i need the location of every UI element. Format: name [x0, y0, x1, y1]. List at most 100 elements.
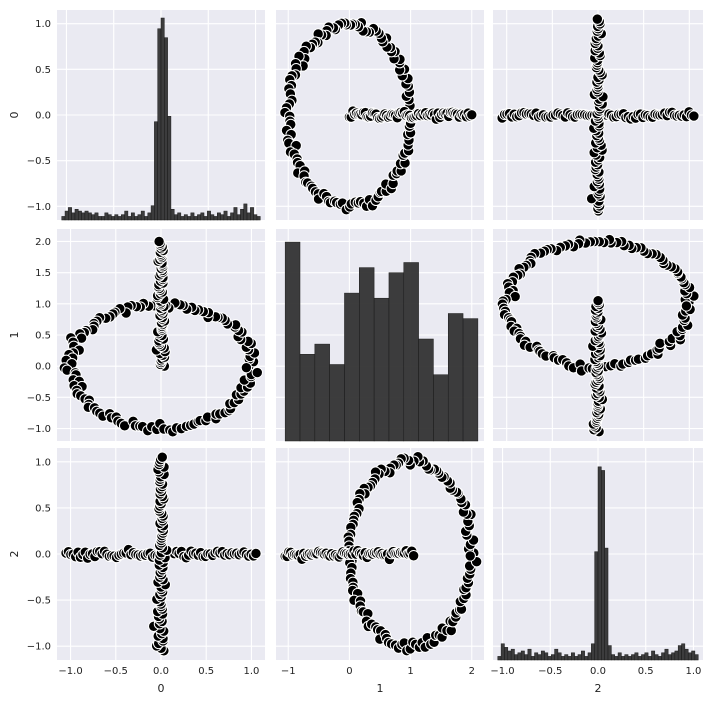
histogram-bar	[520, 650, 525, 661]
histogram-bar	[677, 645, 682, 661]
histogram-bar	[567, 656, 572, 661]
x-tick-label: −1	[281, 666, 296, 677]
histogram-bar	[617, 652, 622, 661]
histogram-bar	[154, 121, 158, 221]
y-axis-label: 2	[8, 551, 21, 558]
histogram-bar	[61, 216, 66, 221]
scatter-point	[591, 13, 604, 25]
histogram-bar	[637, 656, 642, 661]
scatter-point	[464, 550, 476, 562]
histogram-bar	[246, 212, 251, 221]
histogram-bar	[627, 656, 632, 661]
histogram-bar	[240, 209, 244, 221]
x-tick-label: 0	[346, 666, 352, 677]
y-tick-label: 0.0	[35, 550, 51, 561]
histogram-bar	[236, 214, 241, 221]
histogram-bar	[597, 466, 602, 661]
histogram-bar	[604, 547, 609, 661]
histogram-bar	[517, 652, 522, 661]
y-tick-label: −0.5	[27, 156, 51, 167]
histogram-bar	[180, 216, 185, 221]
histogram-bar	[97, 216, 102, 221]
histogram-bar	[497, 656, 502, 661]
histogram-bar	[78, 210, 82, 221]
x-tick-label: 1.0	[686, 666, 702, 677]
panel-r2c0: −1.0 −0.5 0.0 0.5 1.0 −1.0 −0.5 0.0 0.5 1.0 2 0	[8, 448, 265, 695]
histogram-bar	[667, 654, 672, 661]
histogram-bar	[220, 214, 225, 221]
histogram-bar	[694, 654, 699, 661]
histogram-bar	[114, 214, 119, 221]
histogram-bar	[193, 216, 198, 221]
histogram-bar	[284, 241, 301, 442]
histogram-bar	[164, 37, 168, 221]
panel-r2c2: −1.0 −0.5 0.0 0.5 1.0 2	[490, 448, 703, 695]
histogram-bar	[564, 654, 569, 661]
histogram-bar	[447, 313, 464, 442]
histogram-bar	[540, 650, 545, 661]
histogram-bar	[84, 210, 89, 221]
scatter-point	[250, 547, 262, 560]
histogram-bar	[200, 212, 205, 221]
histogram-bar	[524, 654, 529, 661]
histogram-bar	[388, 272, 405, 442]
histogram-bar	[621, 656, 625, 661]
x-tick-label: −0.5	[104, 666, 128, 677]
histogram-bar	[462, 318, 479, 442]
histogram-bar	[140, 210, 145, 221]
histogram-bar	[587, 652, 592, 661]
histogram-bar	[433, 374, 449, 442]
histogram-bar	[691, 650, 696, 661]
histogram-bar	[217, 212, 221, 221]
histogram-bar	[674, 650, 679, 661]
scatter-point	[156, 451, 168, 463]
histogram-bar	[574, 656, 579, 661]
histogram-bar	[210, 214, 215, 221]
histogram-bar	[187, 216, 192, 221]
y-tick-label: 0.0	[35, 362, 51, 373]
histogram-bar	[591, 643, 595, 661]
histogram-bar	[71, 212, 76, 221]
histogram-bar	[571, 652, 575, 661]
y-tick-label: 1.5	[35, 268, 51, 279]
histogram-bar	[661, 652, 666, 661]
histogram-bar	[681, 643, 686, 661]
histogram-bar	[651, 650, 656, 661]
histogram-bar	[124, 210, 129, 221]
x-axis-label: 2	[595, 682, 602, 695]
histogram-bar	[507, 650, 512, 661]
x-tick-label: −0.5	[538, 666, 562, 677]
histogram-bar	[671, 652, 676, 661]
histogram-bar	[500, 643, 505, 661]
scatter-point	[466, 109, 478, 121]
histogram-bar	[150, 205, 155, 221]
histogram-bar	[256, 216, 261, 221]
histogram-bar	[177, 212, 182, 221]
x-axis-label: 1	[377, 682, 384, 695]
x-tick-label: 0.0	[590, 666, 606, 677]
y-tick-label: 0.0	[35, 111, 51, 122]
histogram-bar	[634, 652, 639, 661]
histogram-bar	[173, 214, 178, 221]
y-tick-label: −1.0	[27, 202, 51, 213]
histogram-bar	[584, 656, 589, 661]
histogram-bar	[550, 654, 555, 661]
histogram-bar	[647, 656, 652, 661]
scatter-point	[688, 110, 700, 122]
y-tick-label: −0.5	[27, 393, 51, 404]
x-tick-label: −1.0	[58, 666, 82, 677]
histogram-bar	[197, 214, 201, 221]
histogram-bar	[547, 656, 552, 661]
scatter-point	[240, 361, 253, 374]
histogram-bar	[170, 209, 175, 221]
histogram-bar	[624, 654, 629, 661]
histogram-bar	[544, 652, 549, 661]
histogram-bar	[687, 652, 692, 661]
histogram-bar	[250, 207, 254, 221]
panel-r0c0: −1.0 −0.5 0.0 0.5 1.0 0	[8, 10, 265, 221]
panel-r1c1	[276, 229, 484, 442]
histogram-bar	[157, 28, 162, 221]
scatter-point	[680, 300, 693, 312]
x-tick-label: 1.0	[243, 666, 259, 677]
